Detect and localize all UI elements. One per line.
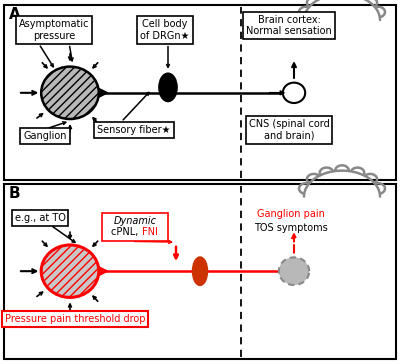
Text: B: B xyxy=(9,186,20,201)
Bar xyxy=(4,184,396,359)
Polygon shape xyxy=(99,88,108,97)
Text: Cell body
of DRGn★: Cell body of DRGn★ xyxy=(140,19,190,41)
Text: Sensory fiber★: Sensory fiber★ xyxy=(97,124,171,135)
Text: Pressure pain threshold drop: Pressure pain threshold drop xyxy=(5,314,145,324)
Text: A: A xyxy=(9,7,20,22)
Ellipse shape xyxy=(159,74,177,101)
Text: Dynamic: Dynamic xyxy=(114,215,156,226)
Text: Brain cortex:
Normal sensation: Brain cortex: Normal sensation xyxy=(246,15,332,36)
Text: CNS (spinal cord
and brain): CNS (spinal cord and brain) xyxy=(249,119,329,141)
Text: e.g., at TO: e.g., at TO xyxy=(14,213,66,223)
Bar xyxy=(4,5,396,180)
Text: TOS symptoms: TOS symptoms xyxy=(254,223,328,233)
Text: FNI: FNI xyxy=(142,226,158,237)
Circle shape xyxy=(41,67,99,119)
Ellipse shape xyxy=(193,257,207,285)
Circle shape xyxy=(283,83,305,103)
Bar xyxy=(102,213,168,241)
Text: Ganglion: Ganglion xyxy=(23,131,67,141)
Text: Ganglion pain: Ganglion pain xyxy=(257,209,325,219)
Polygon shape xyxy=(99,267,108,276)
Text: Asymptomatic
pressure: Asymptomatic pressure xyxy=(19,19,89,41)
Circle shape xyxy=(41,245,99,297)
Text: cPNL,: cPNL, xyxy=(111,226,142,237)
Circle shape xyxy=(279,257,309,285)
